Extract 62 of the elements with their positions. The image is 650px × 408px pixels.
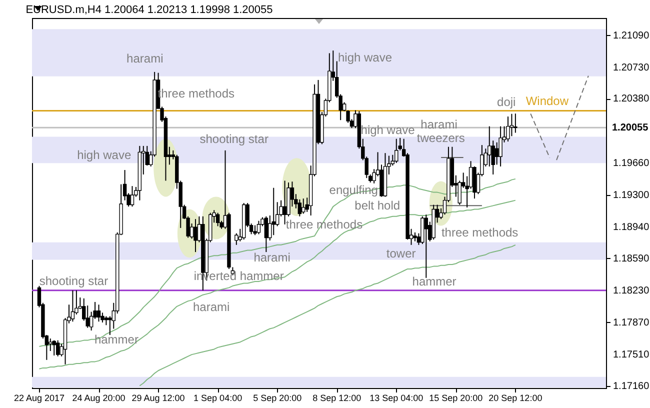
x-tick-label: 5 Sep 20:00	[253, 393, 302, 403]
y-tick-label: 1.20380	[613, 94, 650, 105]
annotation: harami	[254, 250, 290, 265]
annotation: tower	[386, 246, 416, 261]
annotation: high wave	[77, 148, 132, 162]
y-tick-label: 1.17870	[613, 317, 650, 328]
y-tick-label: 1.19300	[613, 190, 650, 201]
candlestick	[394, 138, 398, 164]
candlestick	[494, 142, 499, 166]
candlestick	[302, 198, 306, 214]
x-tick-label: 29 Aug 12:00	[132, 393, 185, 403]
annotation: high wave	[338, 50, 392, 65]
candlestick	[488, 126, 492, 167]
annotation: belt hold	[354, 198, 400, 212]
candlestick	[253, 224, 257, 236]
annotation: hammer	[412, 274, 456, 289]
x-tick-label: 22 Aug 2017	[14, 393, 65, 403]
x-tick-label: 15 Sep 20:00	[429, 393, 483, 403]
y-tick-label: 1.18590	[613, 253, 650, 264]
candlestick	[424, 214, 428, 278]
candlestick	[514, 113, 518, 134]
candlestick	[96, 304, 101, 322]
y-tick-label: 1.18940	[613, 222, 650, 234]
annotation: high wave	[360, 123, 416, 138]
annotation: tweezers	[416, 130, 465, 145]
annotation: shooting star	[200, 132, 268, 146]
x-tick-label: 1 Sep 04:00	[194, 393, 242, 403]
y-tick-label: 1.19660	[613, 158, 650, 169]
line-series	[139, 244, 516, 386]
candlestick	[194, 218, 198, 253]
annotation: three methods	[441, 225, 518, 240]
y-tick-label: 1.17160	[613, 380, 650, 392]
candlestick	[216, 212, 220, 227]
candlestick	[256, 220, 261, 235]
candlestick	[506, 116, 510, 142]
annotation: harami	[420, 117, 458, 132]
x-tick-label: 13 Sep 04:00	[370, 393, 424, 403]
annotation: harami	[126, 52, 164, 66]
annotation: engulfing	[329, 182, 378, 197]
x-tick-label: 24 Aug 20:00	[72, 393, 126, 403]
annotation: doji	[497, 95, 516, 110]
chart-title: EURUSD.m,H4 1.20064 1.20213 1.19998 1.20055	[26, 4, 273, 16]
candlestick	[70, 290, 75, 322]
y-tick-label: 1.17510	[613, 350, 650, 361]
x-tick-label: 20 Sep 12:00	[488, 393, 542, 403]
candlestick	[282, 180, 287, 225]
candlestick	[52, 340, 56, 356]
y-tick-label: 1.20730	[613, 62, 650, 74]
candlestick	[130, 186, 134, 208]
annotation: harami	[192, 300, 230, 314]
x-tick-label: 8 Sep 12:00	[312, 393, 362, 403]
candlestick	[48, 338, 52, 352]
annotation: shooting star	[39, 274, 108, 288]
ref-line-label: 1.20055	[612, 122, 649, 134]
candlestick	[498, 126, 502, 167]
candlestick	[234, 232, 238, 246]
candlestick	[264, 216, 268, 253]
candlestick	[56, 340, 60, 357]
y-tick-label: 1.18230	[613, 285, 650, 296]
line-series	[38, 200, 516, 370]
text: Window	[526, 94, 569, 108]
y-tick-label: 1.21090	[613, 30, 650, 42]
